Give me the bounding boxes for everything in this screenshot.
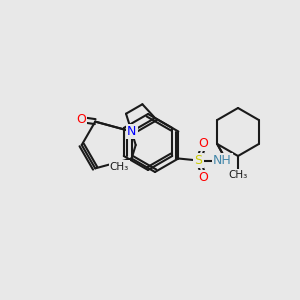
Text: CH₃: CH₃ xyxy=(110,161,129,172)
Text: S: S xyxy=(194,154,202,167)
Text: O: O xyxy=(76,113,86,126)
Text: CH₃: CH₃ xyxy=(228,170,248,180)
Text: O: O xyxy=(198,137,208,150)
Text: N: N xyxy=(127,125,136,138)
Text: O: O xyxy=(198,171,208,184)
Text: NH: NH xyxy=(213,154,232,167)
